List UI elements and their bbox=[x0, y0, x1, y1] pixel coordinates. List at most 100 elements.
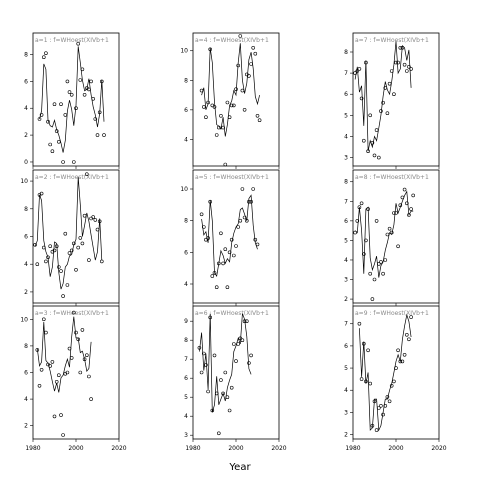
series-line bbox=[354, 190, 414, 278]
panel-title: a=4 : f=WHoest(XIVb+1 bbox=[195, 37, 269, 44]
data-point bbox=[54, 129, 59, 133]
data-point bbox=[249, 353, 253, 358]
y-tick-label: 7 bbox=[344, 198, 348, 205]
y-tick-label: 8 bbox=[344, 179, 348, 186]
data-point bbox=[381, 100, 385, 105]
data-point bbox=[69, 356, 74, 360]
data-point bbox=[202, 225, 206, 229]
data-point bbox=[76, 41, 80, 46]
data-point bbox=[383, 403, 388, 408]
data-point bbox=[366, 149, 370, 153]
data-point bbox=[50, 149, 55, 153]
data-point bbox=[217, 261, 221, 266]
panel-frame bbox=[352, 169, 440, 304]
data-point bbox=[72, 310, 76, 315]
y-tick-label: 4 bbox=[184, 413, 188, 420]
data-point bbox=[48, 142, 53, 147]
data-point bbox=[65, 370, 70, 375]
data-point bbox=[65, 283, 70, 287]
series-line bbox=[354, 41, 412, 152]
data-point bbox=[74, 106, 78, 110]
data-point bbox=[46, 119, 50, 124]
x-tick-label: 1980 bbox=[185, 445, 200, 452]
y-tick-label: 7 bbox=[344, 70, 348, 77]
data-point bbox=[240, 338, 245, 343]
data-point bbox=[197, 345, 202, 350]
data-point bbox=[35, 348, 40, 352]
data-point bbox=[214, 391, 219, 396]
data-point bbox=[76, 245, 80, 250]
data-point bbox=[383, 258, 388, 262]
data-point bbox=[376, 155, 381, 160]
data-point bbox=[48, 244, 53, 248]
data-point bbox=[242, 319, 247, 324]
data-point bbox=[89, 397, 93, 401]
data-point bbox=[251, 187, 255, 191]
y-tick-label: 4 bbox=[184, 136, 188, 143]
data-point bbox=[404, 69, 409, 73]
data-point bbox=[400, 195, 405, 200]
data-point bbox=[37, 117, 42, 121]
panel-title: a=5 : f=WHoest(XIVb+1 bbox=[195, 174, 269, 181]
x-tick-label: 2020 bbox=[111, 445, 126, 452]
data-point bbox=[394, 60, 398, 65]
data-point bbox=[249, 62, 253, 66]
data-point bbox=[212, 353, 217, 358]
panel-frame bbox=[192, 169, 280, 304]
data-point bbox=[67, 251, 72, 255]
data-point bbox=[240, 88, 245, 93]
data-point bbox=[204, 363, 208, 367]
data-point bbox=[402, 187, 407, 192]
data-point bbox=[225, 285, 230, 290]
y-tick-label: 10 bbox=[180, 48, 188, 55]
x-tick-label: 2020 bbox=[431, 445, 446, 452]
data-point bbox=[376, 262, 381, 266]
data-point bbox=[379, 403, 383, 408]
data-point bbox=[41, 55, 46, 60]
y-tick-label: 6 bbox=[24, 370, 28, 377]
x-tick-label: 2000 bbox=[228, 445, 243, 452]
data-point bbox=[46, 255, 50, 260]
data-point bbox=[208, 315, 212, 320]
data-point bbox=[255, 242, 260, 247]
data-point bbox=[353, 71, 357, 75]
data-point bbox=[87, 87, 91, 92]
data-point bbox=[232, 253, 236, 258]
data-point bbox=[199, 370, 204, 375]
data-point bbox=[385, 232, 390, 237]
series-line bbox=[36, 316, 92, 393]
data-point bbox=[238, 34, 243, 38]
series-line bbox=[359, 313, 412, 432]
data-point bbox=[249, 199, 253, 204]
y-tick-label: 6 bbox=[184, 249, 188, 256]
data-point bbox=[223, 162, 228, 167]
data-point bbox=[389, 230, 394, 235]
data-point bbox=[366, 348, 370, 353]
data-point bbox=[366, 207, 370, 211]
data-point bbox=[100, 79, 104, 84]
data-point bbox=[385, 111, 390, 115]
data-point bbox=[80, 67, 85, 72]
x-tick-label: 2000 bbox=[388, 445, 403, 452]
data-point bbox=[361, 138, 366, 143]
data-point bbox=[97, 110, 102, 115]
data-point bbox=[63, 231, 68, 236]
data-point bbox=[389, 69, 394, 73]
data-point bbox=[100, 259, 104, 264]
data-point bbox=[247, 74, 251, 78]
data-point bbox=[381, 412, 385, 417]
data-point bbox=[74, 330, 78, 335]
data-point bbox=[396, 348, 400, 353]
data-point bbox=[240, 187, 245, 191]
data-point bbox=[72, 160, 76, 164]
data-point bbox=[93, 117, 98, 121]
data-point bbox=[56, 140, 61, 144]
y-tick-label: 8 bbox=[24, 343, 28, 350]
data-point bbox=[398, 203, 403, 207]
y-tick-label: 6 bbox=[344, 91, 348, 98]
data-point bbox=[409, 207, 413, 211]
data-point bbox=[253, 237, 258, 242]
panel-4: a=2 : f=WHoest(XIVb+1 2 4 6 8 10 bbox=[20, 169, 120, 306]
series-line bbox=[34, 176, 103, 290]
